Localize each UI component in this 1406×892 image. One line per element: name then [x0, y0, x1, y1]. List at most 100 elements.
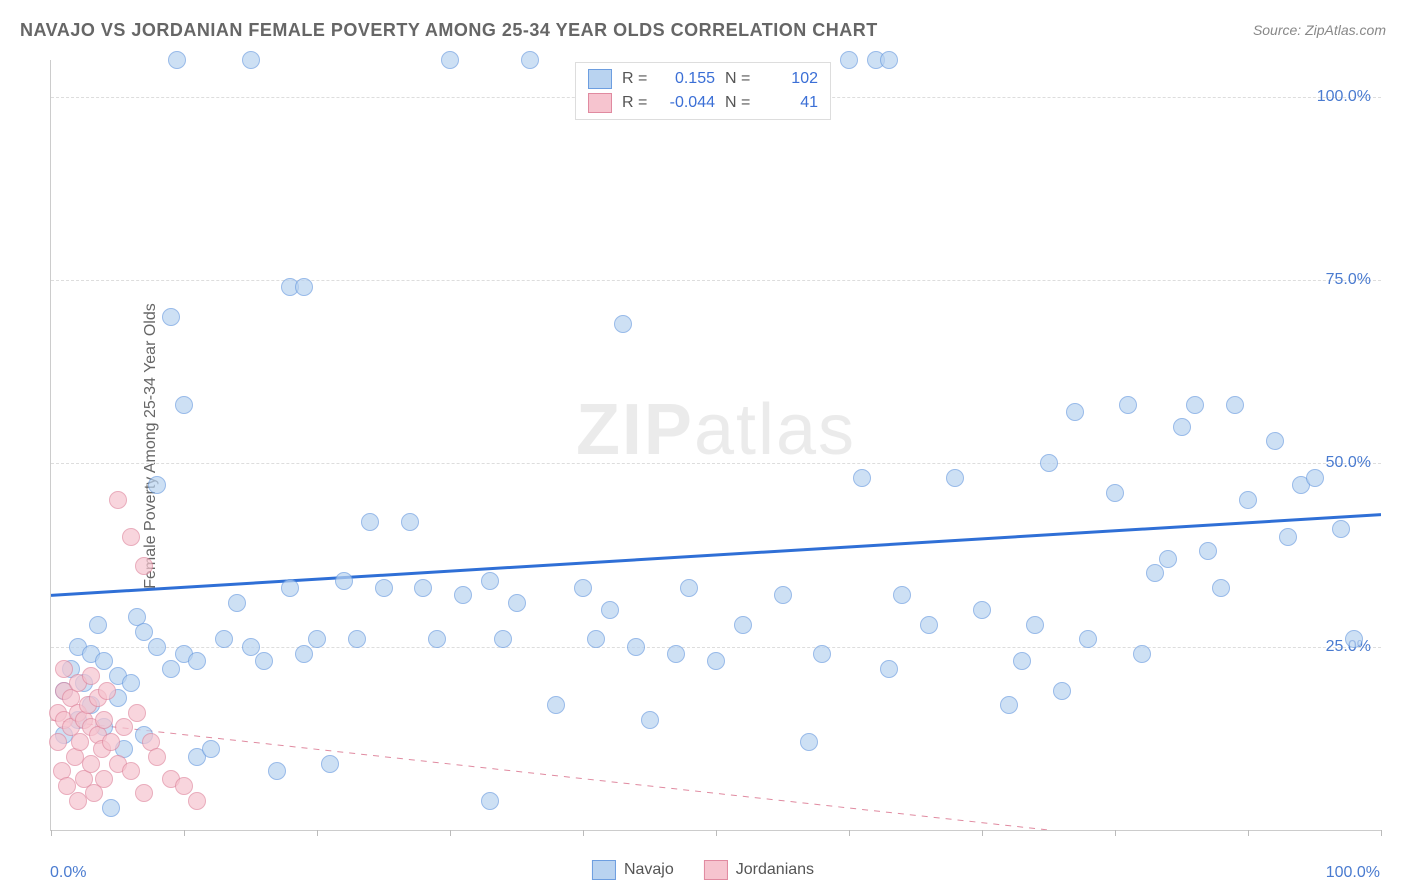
scatter-point [1159, 550, 1177, 568]
scatter-point [1186, 396, 1204, 414]
scatter-point [1332, 520, 1350, 538]
scatter-point [295, 278, 313, 296]
correlation-legend: R = 0.155 N = 102R = -0.044 N = 41 [575, 62, 831, 120]
scatter-point [135, 784, 153, 802]
y-tick-label: 50.0% [1326, 454, 1371, 472]
scatter-point [614, 315, 632, 333]
scatter-point [1079, 630, 1097, 648]
scatter-point [188, 652, 206, 670]
scatter-point [946, 469, 964, 487]
legend-swatch [588, 69, 612, 89]
legend-stat-row: R =-0.044N =41 [588, 91, 818, 115]
legend-swatch [588, 93, 612, 113]
watermark: ZIPatlas [576, 389, 856, 471]
scatter-point [973, 601, 991, 619]
scatter-point [361, 513, 379, 531]
scatter-point [1119, 396, 1137, 414]
n-value: 41 [763, 91, 818, 115]
scatter-point [547, 696, 565, 714]
scatter-point [1345, 630, 1363, 648]
scatter-point [135, 557, 153, 575]
scatter-point [122, 762, 140, 780]
legend-item: Jordanians [704, 860, 814, 880]
y-tick-label: 75.0% [1326, 271, 1371, 289]
scatter-point [667, 645, 685, 663]
scatter-point [454, 586, 472, 604]
scatter-point [242, 51, 260, 69]
n-label: N = [725, 67, 753, 91]
scatter-point [1146, 564, 1164, 582]
scatter-point [148, 748, 166, 766]
scatter-point [122, 674, 140, 692]
scatter-point [521, 51, 539, 69]
trend-line [51, 515, 1381, 596]
x-tick [1248, 830, 1249, 836]
scatter-point [441, 51, 459, 69]
scatter-point [401, 513, 419, 531]
scatter-point [162, 308, 180, 326]
legend-label: Navajo [624, 861, 674, 879]
scatter-point [1306, 469, 1324, 487]
scatter-point [774, 586, 792, 604]
legend-stat-row: R = 0.155 N = 102 [588, 67, 818, 91]
scatter-point [175, 777, 193, 795]
scatter-point [335, 572, 353, 590]
scatter-point [255, 652, 273, 670]
x-tick [317, 830, 318, 836]
scatter-point [1013, 652, 1031, 670]
x-tick [51, 830, 52, 836]
scatter-point [1226, 396, 1244, 414]
scatter-point [587, 630, 605, 648]
x-tick [583, 830, 584, 836]
scatter-point [428, 630, 446, 648]
scatter-point [175, 396, 193, 414]
n-label: N = [725, 91, 753, 115]
scatter-point [481, 572, 499, 590]
scatter-point [601, 601, 619, 619]
x-tick [716, 830, 717, 836]
x-tick [450, 830, 451, 836]
scatter-point [1266, 432, 1284, 450]
gridline-h [51, 463, 1381, 464]
scatter-point [1239, 491, 1257, 509]
scatter-point [800, 733, 818, 751]
x-tick [184, 830, 185, 836]
scatter-point [321, 755, 339, 773]
scatter-point [268, 762, 286, 780]
legend-label: Jordanians [736, 861, 814, 879]
scatter-point [414, 579, 432, 597]
scatter-point [1106, 484, 1124, 502]
scatter-point [281, 579, 299, 597]
scatter-point [85, 784, 103, 802]
scatter-point [840, 51, 858, 69]
scatter-point [1173, 418, 1191, 436]
scatter-point [707, 652, 725, 670]
scatter-point [242, 638, 260, 656]
scatter-point [1133, 645, 1151, 663]
scatter-point [1212, 579, 1230, 597]
x-axis-min-label: 0.0% [50, 864, 86, 882]
scatter-point [135, 623, 153, 641]
n-value: 102 [763, 67, 818, 91]
scatter-point [215, 630, 233, 648]
r-value: 0.155 [660, 67, 715, 91]
scatter-point [115, 718, 133, 736]
scatter-point [89, 616, 107, 634]
scatter-point [102, 799, 120, 817]
scatter-point [880, 660, 898, 678]
scatter-point [813, 645, 831, 663]
r-label: R = [622, 67, 650, 91]
scatter-point [481, 792, 499, 810]
watermark-bold: ZIP [576, 390, 694, 470]
source-attribution: Source: ZipAtlas.com [1253, 22, 1386, 38]
scatter-point [295, 645, 313, 663]
x-axis-max-label: 100.0% [1326, 864, 1380, 882]
scatter-point [508, 594, 526, 612]
scatter-point [734, 616, 752, 634]
scatter-point [202, 740, 220, 758]
r-value: -0.044 [660, 91, 715, 115]
scatter-point [574, 579, 592, 597]
x-tick [1115, 830, 1116, 836]
scatter-point [627, 638, 645, 656]
scatter-point [880, 51, 898, 69]
